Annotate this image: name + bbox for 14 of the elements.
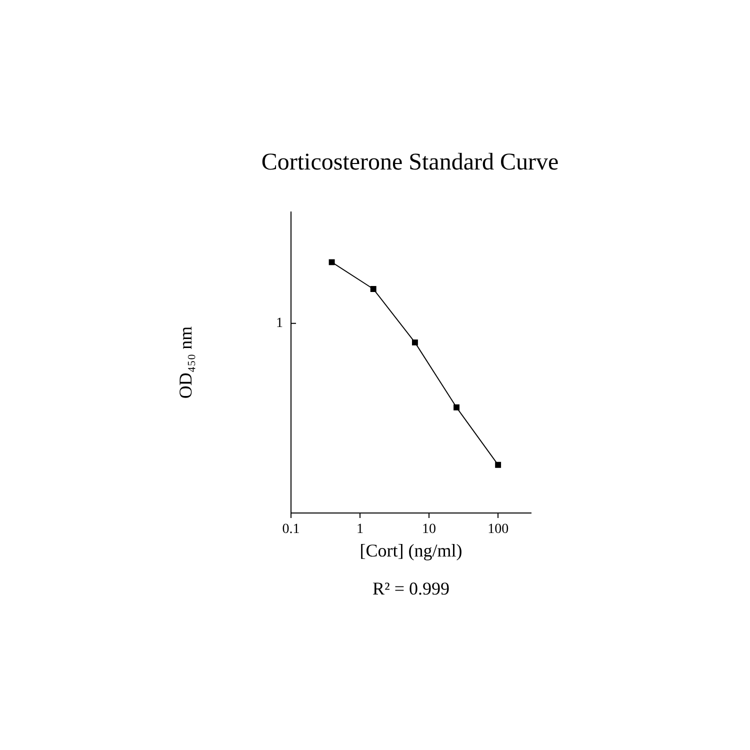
x-tick-label: 0.1 <box>282 522 300 538</box>
point <box>454 404 460 410</box>
point <box>328 259 335 266</box>
chart-title: Corticosterone Standard Curve <box>261 149 559 176</box>
x-axis-title: [Cort] (ng/ml) <box>360 540 462 561</box>
x-tick-label: 100 <box>488 522 509 538</box>
point <box>495 462 502 468</box>
text: 1 <box>276 316 283 332</box>
y-axis-title: OD₄₅₀ nm <box>176 326 196 399</box>
point <box>412 339 418 346</box>
point <box>370 286 376 292</box>
x-tick-label: 10 <box>422 522 436 538</box>
x-tick-label: 1 <box>356 522 364 538</box>
text: R² = 0.999 <box>372 578 450 599</box>
